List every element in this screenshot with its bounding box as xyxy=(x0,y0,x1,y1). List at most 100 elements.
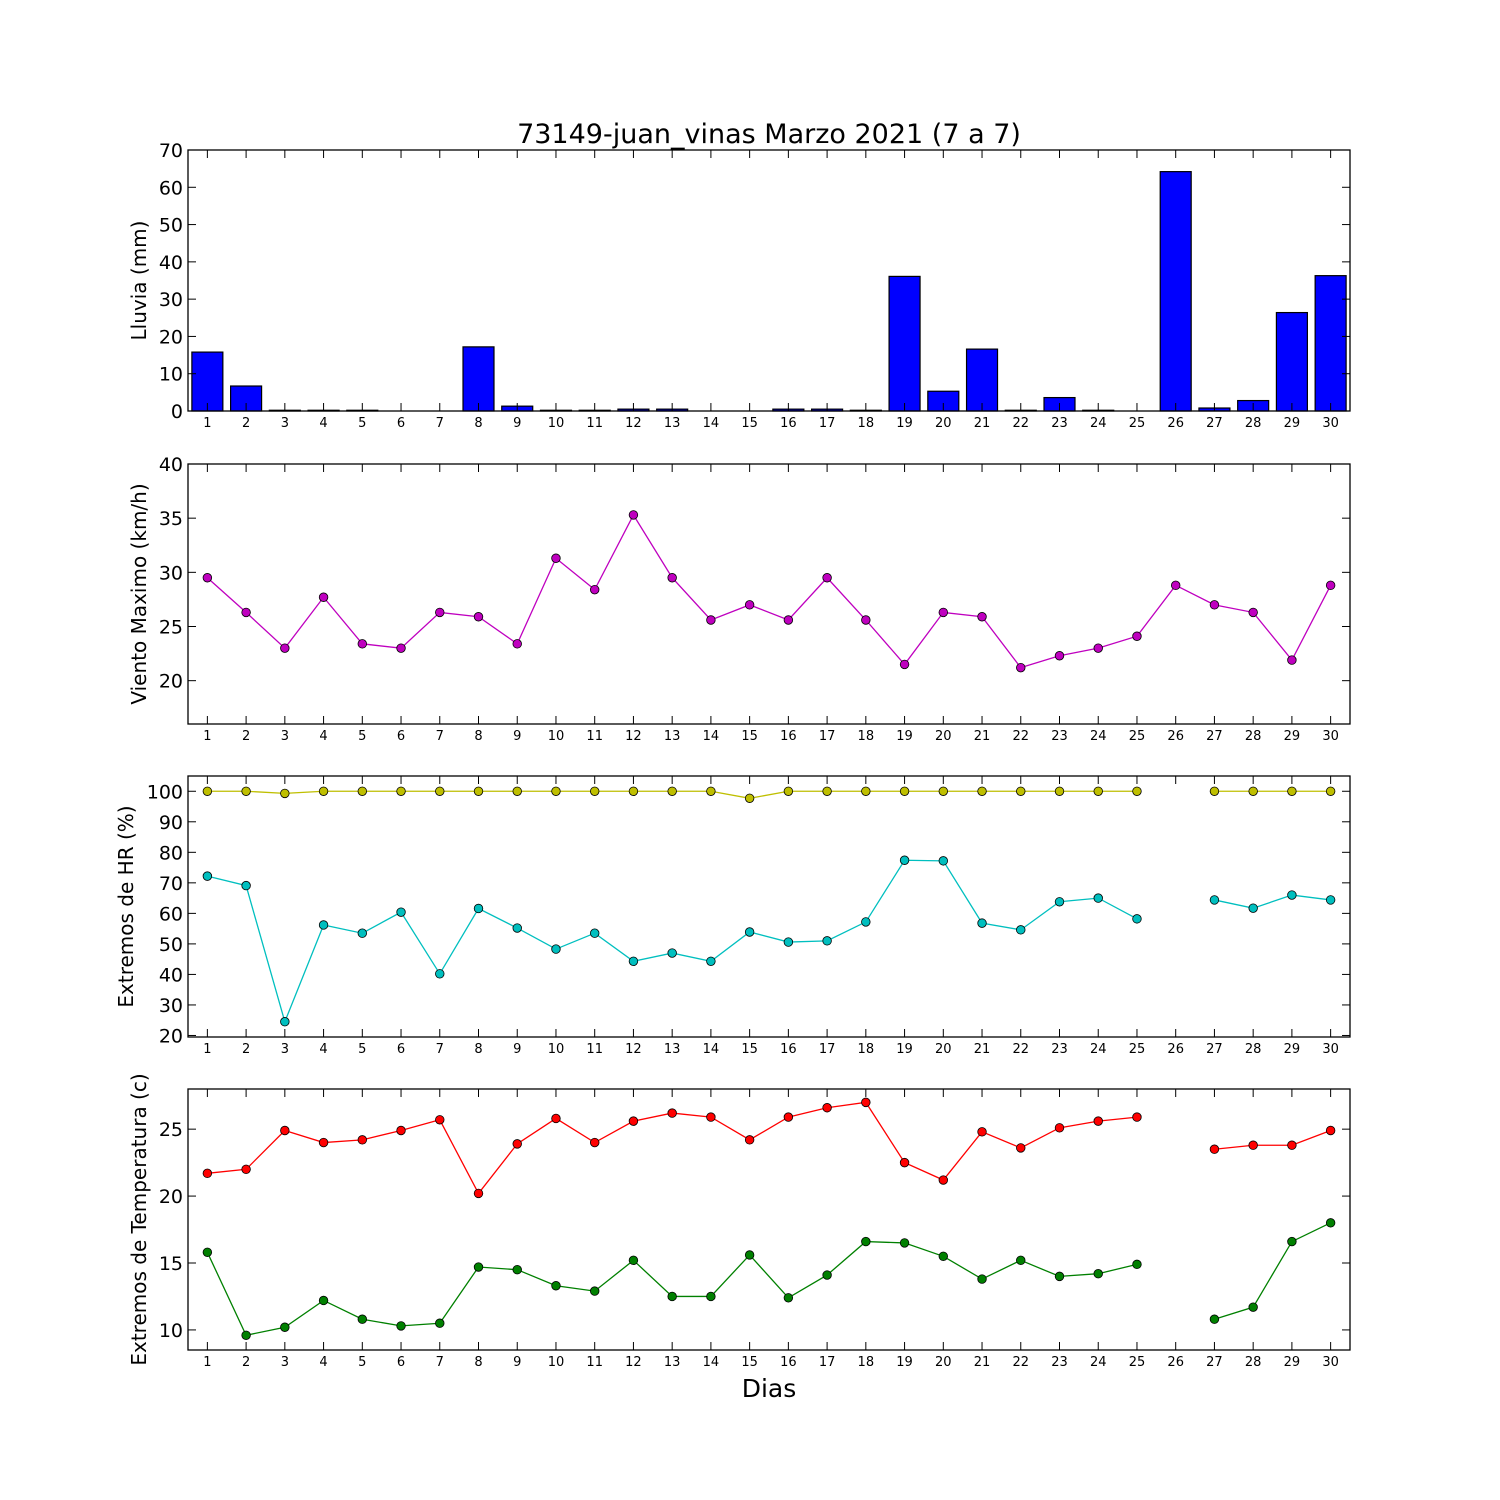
ytick-label-lluvia-30: 30 xyxy=(159,289,183,311)
point-hr-s0-24 xyxy=(1093,786,1103,796)
xtick-label-lluvia-23: 23 xyxy=(1051,416,1068,431)
point-hr-s1-21 xyxy=(977,918,987,928)
point-viento-s0-7 xyxy=(435,607,445,618)
xtick-label-lluvia-24: 24 xyxy=(1090,416,1107,431)
point-viento-s0-27 xyxy=(1209,600,1220,610)
ytick-label-viento-35: 35 xyxy=(159,508,183,530)
line-viento-s0-0 xyxy=(206,513,1332,669)
xtick-label-lluvia-28: 28 xyxy=(1245,416,1262,431)
panel-frame-hr xyxy=(187,775,1351,1038)
point-temp-s1-19 xyxy=(899,1238,910,1248)
point-temp-s1-11 xyxy=(590,1286,600,1296)
point-temp-s0-28 xyxy=(1248,1140,1258,1150)
xtick-label-lluvia-26: 26 xyxy=(1167,416,1184,431)
point-hr-s0-18 xyxy=(861,786,871,796)
xtick-label-hr-1: 1 xyxy=(203,1042,211,1057)
point-hr-s0-4 xyxy=(318,786,329,796)
point-hr-s1-4 xyxy=(318,920,329,930)
point-hr-s1-7 xyxy=(435,969,445,979)
xtick-label-viento-3: 3 xyxy=(281,729,289,744)
xtick-label-hr-6: 6 xyxy=(397,1042,405,1057)
xtick-label-hr-14: 14 xyxy=(703,1042,720,1057)
y-axis-label-lluvia: Lluvia (mm) xyxy=(127,221,151,341)
xtick-label-temp-14: 14 xyxy=(703,1355,720,1370)
point-temp-s1-17 xyxy=(822,1270,832,1280)
line-hr-s1-1 xyxy=(1214,894,1331,909)
point-viento-s0-15 xyxy=(744,600,755,610)
point-viento-s0-8 xyxy=(473,612,484,622)
xtick-label-hr-5: 5 xyxy=(358,1042,366,1057)
xtick-label-lluvia-14: 14 xyxy=(703,416,720,431)
xtick-label-hr-15: 15 xyxy=(741,1042,758,1057)
point-temp-s0-3 xyxy=(280,1125,290,1136)
xtick-label-viento-2: 2 xyxy=(242,729,250,744)
point-temp-s1-14 xyxy=(706,1291,716,1302)
point-temp-s0-20 xyxy=(938,1175,949,1185)
point-viento-s0-2 xyxy=(241,607,251,618)
xtick-label-hr-11: 11 xyxy=(586,1042,603,1057)
xtick-label-hr-10: 10 xyxy=(548,1042,565,1057)
xtick-label-viento-6: 6 xyxy=(397,729,405,744)
xtick-label-temp-21: 21 xyxy=(974,1355,991,1370)
ytick-label-lluvia-20: 20 xyxy=(159,326,183,348)
chart-title: 73149-juan_vinas Marzo 2021 (7 a 7) xyxy=(517,119,1021,150)
xtick-label-hr-2: 2 xyxy=(242,1042,250,1057)
point-temp-s1-15 xyxy=(744,1250,755,1260)
point-temp-s0-9 xyxy=(512,1139,522,1149)
xtick-label-hr-7: 7 xyxy=(436,1042,444,1057)
ytick-label-viento-40: 40 xyxy=(159,454,183,476)
point-hr-s1-13 xyxy=(667,948,677,958)
point-viento-s0-10 xyxy=(551,553,561,563)
xtick-label-lluvia-29: 29 xyxy=(1284,416,1301,431)
point-temp-s0-14 xyxy=(706,1112,716,1122)
xtick-label-temp-12: 12 xyxy=(625,1355,642,1370)
xtick-label-lluvia-9: 9 xyxy=(513,416,521,431)
panel-frame-temp xyxy=(187,1088,1351,1351)
xtick-label-lluvia-17: 17 xyxy=(819,416,836,431)
xtick-label-viento-18: 18 xyxy=(858,729,875,744)
point-temp-s0-2 xyxy=(241,1164,251,1175)
point-temp-s1-16 xyxy=(783,1293,794,1303)
ytick-label-temp-15: 15 xyxy=(159,1253,183,1275)
point-viento-s0-24 xyxy=(1093,643,1103,653)
xtick-label-temp-27: 27 xyxy=(1206,1355,1223,1370)
point-viento-s0-18 xyxy=(861,615,871,625)
xtick-label-hr-20: 20 xyxy=(935,1042,952,1057)
xtick-label-temp-18: 18 xyxy=(858,1355,875,1370)
point-temp-s0-15 xyxy=(744,1135,755,1145)
point-viento-s0-5 xyxy=(357,639,368,649)
ytick-label-hr-20: 20 xyxy=(159,1025,183,1047)
line-temp-s1-0 xyxy=(206,1240,1138,1337)
y-axis-label-temp: Extremos de Temperatura (c) xyxy=(127,1073,151,1365)
point-temp-s0-24 xyxy=(1093,1116,1103,1126)
point-viento-s0-20 xyxy=(938,607,949,618)
y-axis-label-viento: Viento Maximo (km/h) xyxy=(127,483,151,704)
point-temp-s1-27 xyxy=(1209,1314,1220,1324)
xtick-label-hr-18: 18 xyxy=(858,1042,875,1057)
xtick-label-temp-26: 26 xyxy=(1167,1355,1184,1370)
point-hr-s0-11 xyxy=(590,786,600,796)
xtick-label-lluvia-8: 8 xyxy=(474,416,482,431)
ytick-label-hr-30: 30 xyxy=(159,995,183,1017)
bar-lluvia-21 xyxy=(965,348,999,412)
xtick-label-hr-26: 26 xyxy=(1167,1042,1184,1057)
point-viento-s0-16 xyxy=(783,615,794,625)
xtick-label-lluvia-27: 27 xyxy=(1206,416,1223,431)
point-temp-s0-6 xyxy=(396,1125,406,1136)
xtick-label-viento-28: 28 xyxy=(1245,729,1262,744)
point-viento-s0-21 xyxy=(977,612,987,622)
xtick-label-temp-2: 2 xyxy=(242,1355,250,1370)
xtick-label-hr-9: 9 xyxy=(513,1042,521,1057)
point-hr-s1-10 xyxy=(551,944,561,954)
point-viento-s0-1 xyxy=(202,573,213,583)
point-hr-s0-7 xyxy=(435,786,445,796)
xtick-label-lluvia-4: 4 xyxy=(319,416,327,431)
xtick-label-viento-1: 1 xyxy=(203,729,211,744)
point-hr-s0-12 xyxy=(628,786,639,796)
xtick-label-viento-22: 22 xyxy=(1012,729,1029,744)
xtick-label-lluvia-16: 16 xyxy=(780,416,797,431)
xtick-label-hr-8: 8 xyxy=(474,1042,482,1057)
point-hr-s0-2 xyxy=(241,786,251,796)
xtick-label-lluvia-22: 22 xyxy=(1012,416,1029,431)
